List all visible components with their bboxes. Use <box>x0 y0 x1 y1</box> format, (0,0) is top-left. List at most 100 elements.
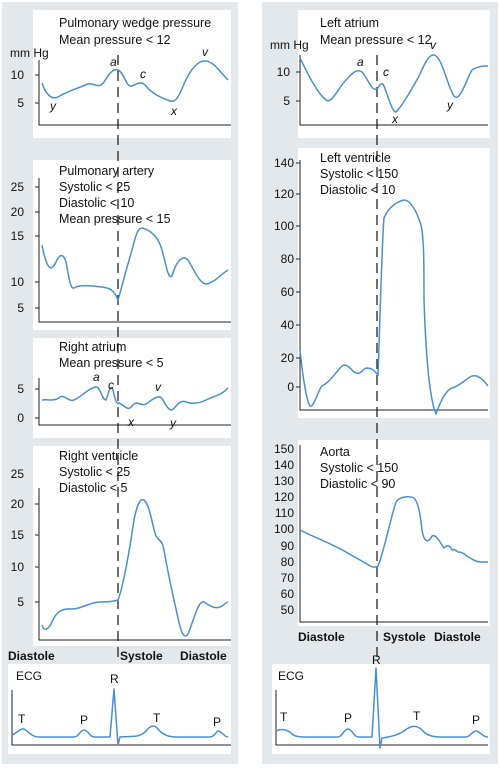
ao-title-line-3: Diastolic < 90 <box>320 477 395 491</box>
ao-tick: 130 <box>274 474 294 488</box>
lv-tick: 0 <box>287 380 294 394</box>
rv-tick: 10 <box>11 560 25 574</box>
wedge-tick: 10 <box>11 68 25 82</box>
la-wave-c: c <box>383 65 389 79</box>
ecg-left-wave-p: P <box>213 715 221 729</box>
ecg-right-wave-p: P <box>344 711 352 725</box>
lv-tick: 60 <box>281 285 295 299</box>
ecg-left-wave-p: P <box>80 713 88 727</box>
pa-tick: 15 <box>11 229 25 243</box>
la-title-line-1: Left atrium <box>320 16 379 30</box>
wedge-tick: 5 <box>17 96 24 110</box>
pa-trace <box>41 227 229 301</box>
lv-title-line-1: Left ventricle <box>320 151 391 165</box>
ecg-right-wave-t: T <box>280 710 288 724</box>
la-trace <box>299 54 489 113</box>
rv-plot-area <box>33 446 231 646</box>
lv-title-line-2: Systolic < 150 <box>320 167 398 181</box>
la-wave-a: a <box>357 55 364 69</box>
wedge-wave-c: c <box>140 67 146 81</box>
phase-label-diastole-right: Diastole <box>434 630 481 644</box>
left-traces <box>11 60 229 746</box>
pa-title-line-1: Pulmonary artery <box>59 164 155 178</box>
lv-tick: 120 <box>274 187 294 201</box>
rv-tick: 25 <box>11 467 25 481</box>
ao-tick: 60 <box>281 587 295 601</box>
ao-tick: 90 <box>281 539 295 553</box>
ao-title-line-2: Systolic < 150 <box>320 461 398 475</box>
la-tick: 10 <box>277 65 291 79</box>
la-wave-v: v <box>430 38 437 52</box>
pa-tick: 25 <box>11 180 25 194</box>
rv-tick: 20 <box>11 497 25 511</box>
ra-wave-y: y <box>169 416 177 430</box>
pa-tick: 20 <box>11 205 25 219</box>
wedge-wave-a: a <box>110 55 117 69</box>
pa-title-line-3: Diastolic < 10 <box>59 196 134 210</box>
ecg-title-right: ECG <box>278 669 304 683</box>
ao-title-line-1: Aorta <box>320 445 350 459</box>
phase-label-diastole-left: Diastole <box>298 630 345 644</box>
ao-tick: 80 <box>281 555 295 569</box>
pa-title-line-4: Mean pressure < 15 <box>59 212 171 226</box>
rv-trace <box>41 498 229 637</box>
ecg-right-wave-p: P <box>472 713 480 727</box>
rv-title-line-3: Diastolic < 5 <box>59 481 127 495</box>
ecg-title-left: ECG <box>16 669 42 683</box>
ecg-left-wave-t: T <box>153 711 161 725</box>
phase-label-systole: Systole <box>383 630 426 644</box>
ra-wave-a: a <box>93 370 100 384</box>
ra-tick: 0 <box>17 411 24 425</box>
ra-title-line-1: Right atrium <box>59 340 126 354</box>
la-tick: 5 <box>283 94 290 108</box>
wedge-wave-y: y <box>49 99 57 113</box>
phase-label-systole: Systole <box>120 649 163 663</box>
ao-trace <box>299 496 488 568</box>
ra-title-line-2: Mean pressure < 5 <box>59 356 164 370</box>
la-wave-x: x <box>391 112 399 126</box>
lv-tick: 40 <box>281 318 295 332</box>
wedge-title-line-2: Mean pressure < 12 <box>59 33 171 47</box>
la-wave-y: y <box>446 98 454 112</box>
wedge-trace <box>41 60 229 103</box>
ecg-right-wave-t: T <box>413 709 421 723</box>
lv-title-line-3: Diastolic < 10 <box>320 183 395 197</box>
ecg-right-trace <box>275 667 489 749</box>
right-axes <box>275 55 488 746</box>
ra-wave-c: c <box>108 378 114 392</box>
ao-plot-area <box>298 440 490 626</box>
lv-trace <box>299 199 489 415</box>
phase-label-diastole-right: Diastole <box>180 649 227 663</box>
pa-tick: 10 <box>11 275 25 289</box>
ao-tick: 110 <box>275 506 294 520</box>
lv-plot-area <box>298 148 490 418</box>
wedge-unit: mm Hg <box>10 46 49 60</box>
lv-tick: 20 <box>281 351 295 365</box>
left-axes <box>11 60 231 746</box>
ao-tick: 150 <box>274 442 294 456</box>
rv-tick: 15 <box>11 528 25 542</box>
ao-tick: 70 <box>281 571 295 585</box>
lv-tick: 140 <box>274 156 294 170</box>
la-unit: mm Hg <box>270 38 309 52</box>
ao-tick: 140 <box>274 458 294 472</box>
ecg-left-trace <box>11 688 229 746</box>
la-plot-area <box>298 10 490 138</box>
pa-tick: 5 <box>17 301 24 315</box>
rv-title-line-2: Systolic < 25 <box>59 465 130 479</box>
la-title-line-2: Mean pressure < 12 <box>320 33 432 47</box>
wedge-plot-area <box>33 10 231 138</box>
lv-tick: 100 <box>274 219 294 233</box>
ao-tick: 50 <box>281 603 295 617</box>
wedge-wave-v: v <box>202 45 209 59</box>
ra-trace <box>41 386 229 411</box>
pa-title-line-2: Systolic < 25 <box>59 180 130 194</box>
phase-label-diastole-left: Diastole <box>8 649 55 663</box>
rv-tick: 5 <box>17 595 24 609</box>
ra-tick: 5 <box>17 382 24 396</box>
pa-plot-area <box>33 160 231 330</box>
ecg-right-wave-r: R <box>372 653 381 667</box>
rv-title-line-1: Right ventricle <box>59 449 138 463</box>
right-traces <box>275 54 489 749</box>
ecg-left-wave-t: T <box>18 712 26 726</box>
